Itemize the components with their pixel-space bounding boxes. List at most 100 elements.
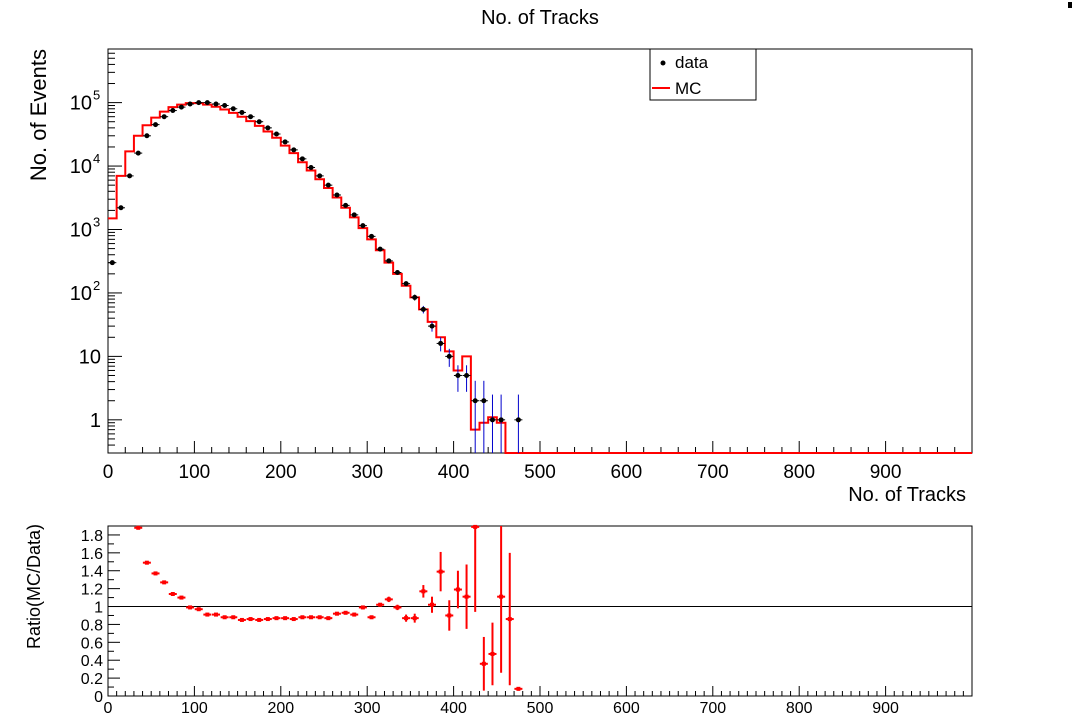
x-tick-label: 0 xyxy=(103,462,114,483)
ratio-point xyxy=(263,617,272,622)
ratio-point xyxy=(168,592,177,596)
ratio-point xyxy=(497,526,506,673)
data-point xyxy=(315,173,324,179)
ratio-point xyxy=(246,617,255,622)
ratio-point xyxy=(479,636,488,691)
y-tick-label: 10 xyxy=(79,346,101,368)
x-axis-title: No. of Tracks xyxy=(848,484,966,506)
data-point xyxy=(255,119,264,125)
data-point xyxy=(514,394,523,453)
data-point xyxy=(497,394,506,453)
ratio-point xyxy=(289,617,298,622)
legend-box xyxy=(649,48,757,101)
ratio-point xyxy=(186,605,195,610)
data-point xyxy=(142,133,151,139)
ratio-x-tick-label: 300 xyxy=(354,700,381,717)
legend-data-label: data xyxy=(675,53,709,72)
ratio-point xyxy=(255,617,264,622)
ratio-y-tick-label: 1 xyxy=(94,600,103,617)
ratio-y-tick-label: 1.6 xyxy=(81,546,103,563)
x-tick-label: 500 xyxy=(524,462,556,483)
ratio-point xyxy=(428,596,436,613)
data-point xyxy=(125,173,134,179)
ratio-axis-title: Ratio(MC/Data) xyxy=(24,524,44,649)
data-point xyxy=(298,156,307,162)
x-tick-label: 200 xyxy=(265,462,297,483)
bottom-plot-frame xyxy=(107,525,973,697)
ratio-point xyxy=(134,525,143,530)
data-point xyxy=(116,205,125,211)
y-tick-label: 10 xyxy=(70,93,92,115)
x-tick-label: 300 xyxy=(351,462,383,483)
ratio-y-tick-label: 0.8 xyxy=(81,617,103,634)
y-tick-exponent: 4 xyxy=(93,151,100,166)
data-point xyxy=(341,202,350,208)
data-point xyxy=(324,182,333,188)
bottom-axis-ticks: 0 100 200 300 400 500 600 700 800 900 00.20.40.60.… xyxy=(81,525,964,717)
ratio-point xyxy=(462,564,471,629)
data-point xyxy=(203,100,212,106)
legend-mc-label: MC xyxy=(675,79,701,98)
data-point xyxy=(220,103,229,109)
data-point xyxy=(367,233,376,239)
ratio-point xyxy=(194,607,203,612)
ratio-point xyxy=(177,595,186,600)
data-point xyxy=(186,101,195,107)
ratio-point xyxy=(436,551,445,592)
ratio-point xyxy=(367,615,376,620)
ratio-x-tick-label: 400 xyxy=(440,700,467,717)
data-point xyxy=(134,150,143,156)
data-point xyxy=(462,365,471,392)
ratio-points xyxy=(134,524,523,691)
ratio-point xyxy=(160,580,169,585)
x-tick-label: 900 xyxy=(870,462,902,483)
data-point xyxy=(307,164,316,170)
data-point xyxy=(376,246,385,252)
ratio-point xyxy=(281,616,290,621)
ratio-point xyxy=(505,552,514,686)
ratio-point xyxy=(272,616,281,621)
legend: data MC xyxy=(649,48,757,101)
ratio-y-tick-label: 0 xyxy=(94,689,103,706)
data-point xyxy=(419,305,428,314)
data-point xyxy=(393,270,402,276)
ratio-x-tick-label: 200 xyxy=(267,700,294,717)
ratio-point xyxy=(410,613,419,623)
ratio-point xyxy=(453,570,462,609)
data-point xyxy=(289,147,298,153)
data-point xyxy=(350,212,359,218)
x-tick-label: 100 xyxy=(179,462,211,483)
data-point xyxy=(453,365,462,392)
data-point xyxy=(479,380,488,453)
ratio-point xyxy=(142,560,151,565)
ratio-point xyxy=(488,622,497,686)
ratio-y-tick-label: 0.6 xyxy=(81,635,103,652)
y-tick-label: 1 xyxy=(90,410,101,432)
ratio-x-tick-label: 700 xyxy=(699,700,726,717)
ratio-y-tick-label: 1.4 xyxy=(81,564,103,581)
ratio-point xyxy=(220,615,229,620)
data-point xyxy=(151,122,160,128)
data-point xyxy=(108,260,117,266)
ratio-x-tick-label: 500 xyxy=(527,700,554,717)
y-tick-label: 10 xyxy=(70,283,92,305)
data-point xyxy=(384,258,393,264)
data-point xyxy=(488,394,497,453)
chart-title: No. of Tracks xyxy=(481,7,599,29)
y-tick-label: 10 xyxy=(70,156,92,178)
ratio-point xyxy=(298,615,307,620)
mc-histogram-line xyxy=(108,102,972,454)
ratio-point xyxy=(237,617,246,622)
ratio-point xyxy=(514,686,523,691)
data-point xyxy=(177,104,186,110)
ratio-point xyxy=(332,611,341,616)
ratio-point xyxy=(315,615,324,620)
ratio-point xyxy=(445,600,454,631)
top-plot-frame xyxy=(107,48,973,454)
ratio-point xyxy=(229,615,238,620)
data-point xyxy=(263,125,272,131)
ratio-point xyxy=(419,585,428,598)
y-tick-label: 10 xyxy=(70,219,92,241)
y-tick-exponent: 2 xyxy=(93,278,100,293)
